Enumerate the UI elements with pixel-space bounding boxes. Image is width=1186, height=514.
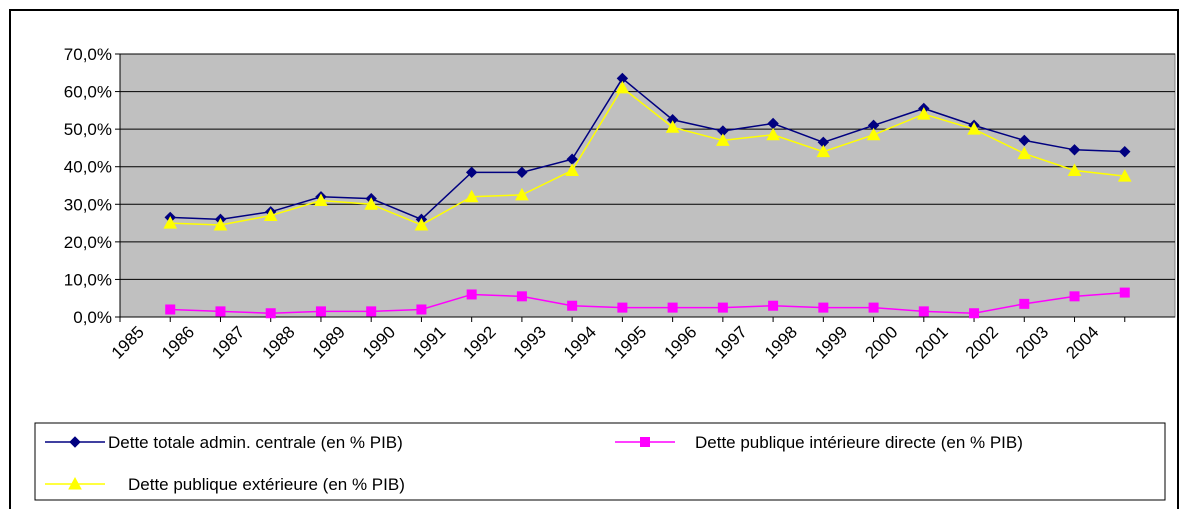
marker: [1119, 145, 1131, 158]
series: [165, 287, 1130, 319]
y-tick-label: 0,0%: [73, 308, 112, 327]
marker: [265, 308, 276, 319]
marker: [768, 300, 779, 311]
marker: [315, 306, 326, 317]
marker: [816, 144, 831, 158]
marker: [414, 217, 429, 231]
marker: [565, 163, 579, 176]
y-tick-label: 20,0%: [64, 233, 112, 252]
marker: [213, 217, 228, 231]
marker: [766, 127, 780, 141]
plot-area: [119, 53, 1176, 318]
marker: [1117, 169, 1132, 182]
marker: [416, 304, 427, 315]
y-tick-label: 60,0%: [64, 83, 112, 102]
marker: [818, 302, 829, 313]
marker: [68, 476, 82, 490]
marker: [716, 133, 730, 146]
marker: [1119, 287, 1130, 298]
marker: [314, 193, 328, 207]
marker: [916, 107, 931, 120]
y-tick-label: 50,0%: [64, 120, 112, 139]
y-tick-label: 30,0%: [64, 195, 112, 214]
marker: [918, 306, 929, 317]
series: [163, 80, 1132, 231]
series-line: [170, 291, 1125, 314]
marker: [967, 122, 981, 135]
marker: [516, 166, 528, 179]
marker: [717, 302, 728, 313]
marker: [515, 187, 529, 201]
series: [164, 72, 1131, 226]
legend-label: Dette publique extérieure (en % PIB): [128, 475, 405, 494]
marker: [69, 436, 81, 448]
marker: [665, 120, 680, 133]
legend-box: [34, 422, 1166, 501]
marker: [364, 197, 379, 210]
marker: [1019, 298, 1030, 309]
marker: [516, 291, 527, 302]
marker: [465, 166, 478, 179]
marker: [667, 302, 678, 313]
marker: [165, 304, 176, 315]
marker: [1017, 146, 1032, 160]
marker: [1018, 134, 1030, 147]
marker: [640, 437, 650, 447]
marker: [866, 127, 881, 141]
series-line: [170, 77, 1125, 221]
marker: [868, 302, 879, 313]
marker: [1069, 291, 1080, 302]
marker: [464, 189, 479, 203]
series-line: [170, 86, 1125, 226]
marker: [263, 208, 278, 222]
marker: [567, 300, 578, 311]
legend-label: Dette publique intérieure directe (en % …: [695, 433, 1023, 452]
y-tick-label: 70,0%: [64, 45, 112, 64]
marker: [1068, 144, 1081, 156]
marker: [615, 80, 630, 94]
y-tick-label: 10,0%: [64, 270, 112, 289]
marker: [617, 302, 628, 313]
marker: [163, 216, 178, 229]
marker: [215, 306, 226, 317]
marker: [466, 289, 477, 300]
legend-label: Dette totale admin. centrale (en % PIB): [108, 433, 403, 452]
y-tick-label: 40,0%: [64, 158, 112, 177]
marker: [366, 306, 377, 317]
marker: [969, 308, 980, 319]
marker: [1067, 163, 1082, 176]
